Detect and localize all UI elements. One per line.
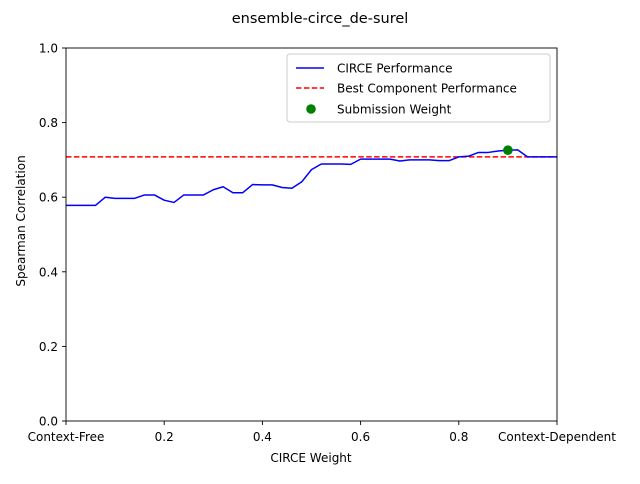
y-tick-label: 1.0 <box>39 42 58 56</box>
series-line-circe-performance <box>66 149 557 207</box>
y-tick-label: 0.8 <box>39 116 58 130</box>
x-tick-label: Context-Dependent <box>498 430 616 444</box>
legend-box <box>286 53 551 123</box>
legend-label-submission-weight: Submission Weight <box>337 103 452 117</box>
chart-title: ensemble-circe_de-surel <box>232 11 409 27</box>
x-axis-label: CIRCE Weight <box>270 451 352 465</box>
axes-frame <box>65 47 558 422</box>
y-tick-label: 0.6 <box>39 191 58 205</box>
x-tick-label: 0.2 <box>155 430 174 444</box>
y-tick-label: 0.4 <box>39 265 58 279</box>
y-axis-label: Spearman Correlation <box>14 155 28 286</box>
data-point-submission-weight <box>503 145 513 156</box>
legend-label-circe-performance: CIRCE Performance <box>337 62 452 76</box>
x-tick-label: 0.6 <box>351 430 370 444</box>
legend: CIRCE Performance Best Component Performa… <box>286 53 551 123</box>
plot-area <box>66 145 557 207</box>
axes: Context-Free 0.2 0.4 0.6 0.8 Context-Dependen… <box>28 42 617 445</box>
x-tick-label: Context-Free <box>28 430 105 444</box>
legend-swatch-submission-weight <box>306 104 316 114</box>
x-tick-label: 0.8 <box>449 430 468 444</box>
x-tick-label: 0.4 <box>253 430 272 444</box>
y-tick-label: 0.0 <box>39 415 58 429</box>
legend-label-best-component-performance: Best Component Performance <box>337 82 517 96</box>
y-tick-label: 0.2 <box>39 340 58 354</box>
